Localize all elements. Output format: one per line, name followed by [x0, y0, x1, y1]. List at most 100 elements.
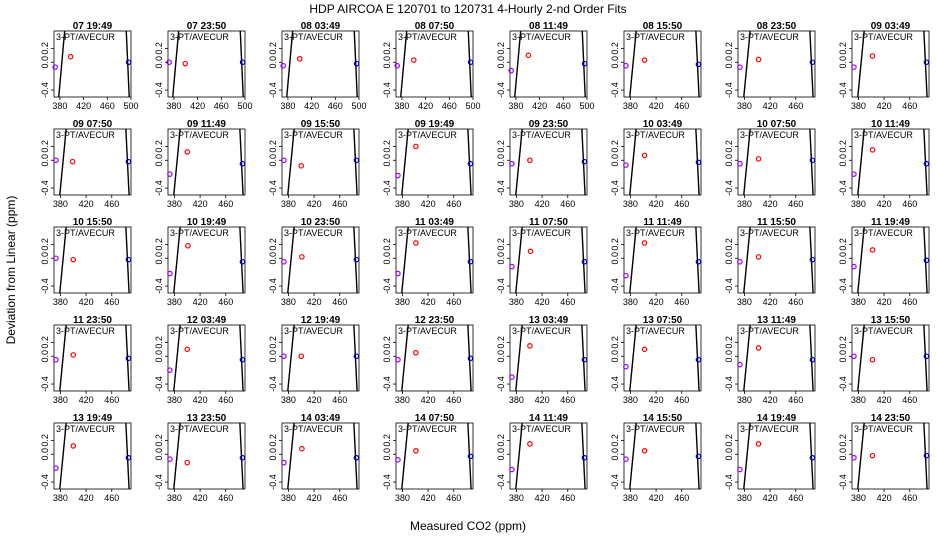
data-point: [467, 453, 474, 460]
x-tick-label: 420: [421, 493, 436, 503]
panel-title: 11 23:50: [73, 315, 112, 326]
y-tick-label: 0.2: [838, 238, 848, 251]
x-tick-label: 420: [649, 101, 664, 111]
x-tick-label: 420: [418, 101, 433, 111]
data-point: [923, 257, 930, 264]
data-point: [184, 149, 191, 155]
y-tick-label: 0.2: [154, 238, 164, 251]
y-tick-label: 0.0: [154, 448, 164, 461]
y-tick-label: -0.4: [40, 82, 50, 98]
panel-annotation: 3-PT/AVECUR: [626, 32, 685, 42]
fit-curve-high: [695, 422, 700, 490]
panel-annotation: 3-PT/AVECUR: [854, 130, 913, 140]
data-point: [525, 52, 532, 59]
panel-title: 12 23:50: [415, 315, 455, 326]
data-point: [125, 158, 132, 165]
y-tick-label: 0.0: [496, 448, 506, 461]
panel-title: 14 15:50: [643, 413, 683, 424]
x-tick-label: 420: [532, 101, 547, 111]
fit-curve-low: [173, 324, 181, 392]
y-tick-label: 0.2: [268, 42, 278, 55]
y-tick-label: 0.0: [268, 448, 278, 461]
y-tick-label: 0.0: [268, 252, 278, 265]
fit-curve-low: [629, 226, 637, 294]
data-point: [467, 355, 474, 362]
panel-frame: [395, 226, 474, 294]
panel-annotation: 3-PT/AVECUR: [170, 424, 229, 434]
x-tick-label: 380: [623, 101, 638, 111]
x-tick-label: 460: [332, 395, 347, 405]
y-tick-label: -0.4: [724, 278, 734, 294]
y-tick-label: 0.0: [610, 350, 620, 363]
panel-frame: [509, 226, 588, 294]
panel: 13 07:503-PT/AVECUR -0.4 0.00.2 380 420 460: [610, 315, 702, 405]
y-tick-label: 0.0: [40, 350, 50, 363]
y-tick-label: 0.0: [382, 350, 392, 363]
fit-curve-low: [59, 422, 67, 490]
y-tick-label: -0.4: [610, 278, 620, 294]
panel-annotation: 3-PT/AVECUR: [512, 326, 571, 336]
panel-title: 09 03:49: [871, 21, 911, 32]
y-tick-label: 0.2: [382, 238, 392, 251]
x-tick-label: 460: [674, 199, 689, 209]
x-tick-label: 380: [281, 199, 296, 209]
y-tick-label: 0.0: [610, 154, 620, 167]
data-point: [353, 256, 360, 263]
panel-frame: [167, 422, 246, 490]
data-point: [239, 356, 246, 363]
x-tick-label: 420: [193, 395, 208, 405]
panel-title: 13 03:49: [529, 315, 569, 326]
x-tick-label: 420: [877, 297, 892, 307]
panel-title: 10 11:49: [871, 119, 910, 130]
panel-annotation: 3-PT/AVECUR: [284, 32, 343, 42]
x-tick-label: 380: [281, 395, 296, 405]
x-tick-label: 380: [623, 297, 638, 307]
panel: 11 19:493-PT/AVECUR -0.4 0.00.2 380 420 460: [838, 217, 930, 307]
x-tick-label: 420: [193, 199, 208, 209]
y-tick-label: -0.4: [382, 278, 392, 294]
panel-annotation: 3-PT/AVECUR: [740, 228, 799, 238]
y-tick-label: 0.2: [496, 42, 506, 55]
panel-title: 09 23:50: [529, 119, 569, 130]
panel: 13 15:503-PT/AVECUR -0.4 0.00.2 380 420 460: [838, 315, 930, 405]
x-tick-label: 460: [332, 199, 347, 209]
fit-curve-low: [857, 324, 865, 392]
data-point: [125, 355, 132, 362]
x-tick-label: 380: [851, 493, 866, 503]
x-tick-label: 380: [509, 395, 524, 405]
data-point: [125, 59, 132, 66]
fit-curve-low: [58, 30, 66, 98]
x-tick-label: 460: [214, 101, 229, 111]
data-point: [623, 162, 629, 168]
fit-curve-low: [629, 128, 637, 196]
x-tick-label: 420: [307, 297, 322, 307]
x-tick-label: 380: [52, 101, 67, 111]
data-point: [869, 452, 876, 459]
panel-annotation: 3-PT/AVECUR: [626, 424, 685, 434]
data-point: [413, 349, 419, 356]
x-tick-label: 380: [167, 199, 182, 209]
y-tick-label: 0.0: [724, 252, 734, 265]
fit-curve-high: [581, 30, 586, 98]
y-tick-label: 0.0: [154, 56, 164, 69]
x-tick-label: 460: [104, 395, 119, 405]
panel-annotation: 3-PT/AVECUR: [170, 130, 229, 140]
panel-annotation: 3-PT/AVECUR: [854, 326, 913, 336]
y-tick-label: -0.4: [382, 82, 392, 98]
data-point: [809, 256, 816, 263]
data-point: [413, 240, 419, 246]
fit-curve-high: [695, 30, 700, 98]
x-tick-label: 420: [76, 101, 91, 111]
x-tick-label: 460: [674, 101, 689, 111]
x-axis-label: Measured CO2 (ppm): [410, 519, 526, 533]
y-tick-label: -0.4: [40, 180, 50, 196]
y-tick-label: 0.2: [40, 42, 50, 55]
data-point: [125, 454, 132, 461]
y-tick-label: -0.4: [154, 180, 164, 196]
y-tick-label: 0.2: [382, 336, 392, 349]
x-tick-label: 460: [902, 395, 917, 405]
panel: 08 03:493-PT/AVECUR -0.4 0.00.2 380 420 460 50…: [268, 21, 367, 111]
y-tick-label: -0.4: [40, 278, 50, 294]
y-tick-label: 0.0: [40, 154, 50, 167]
